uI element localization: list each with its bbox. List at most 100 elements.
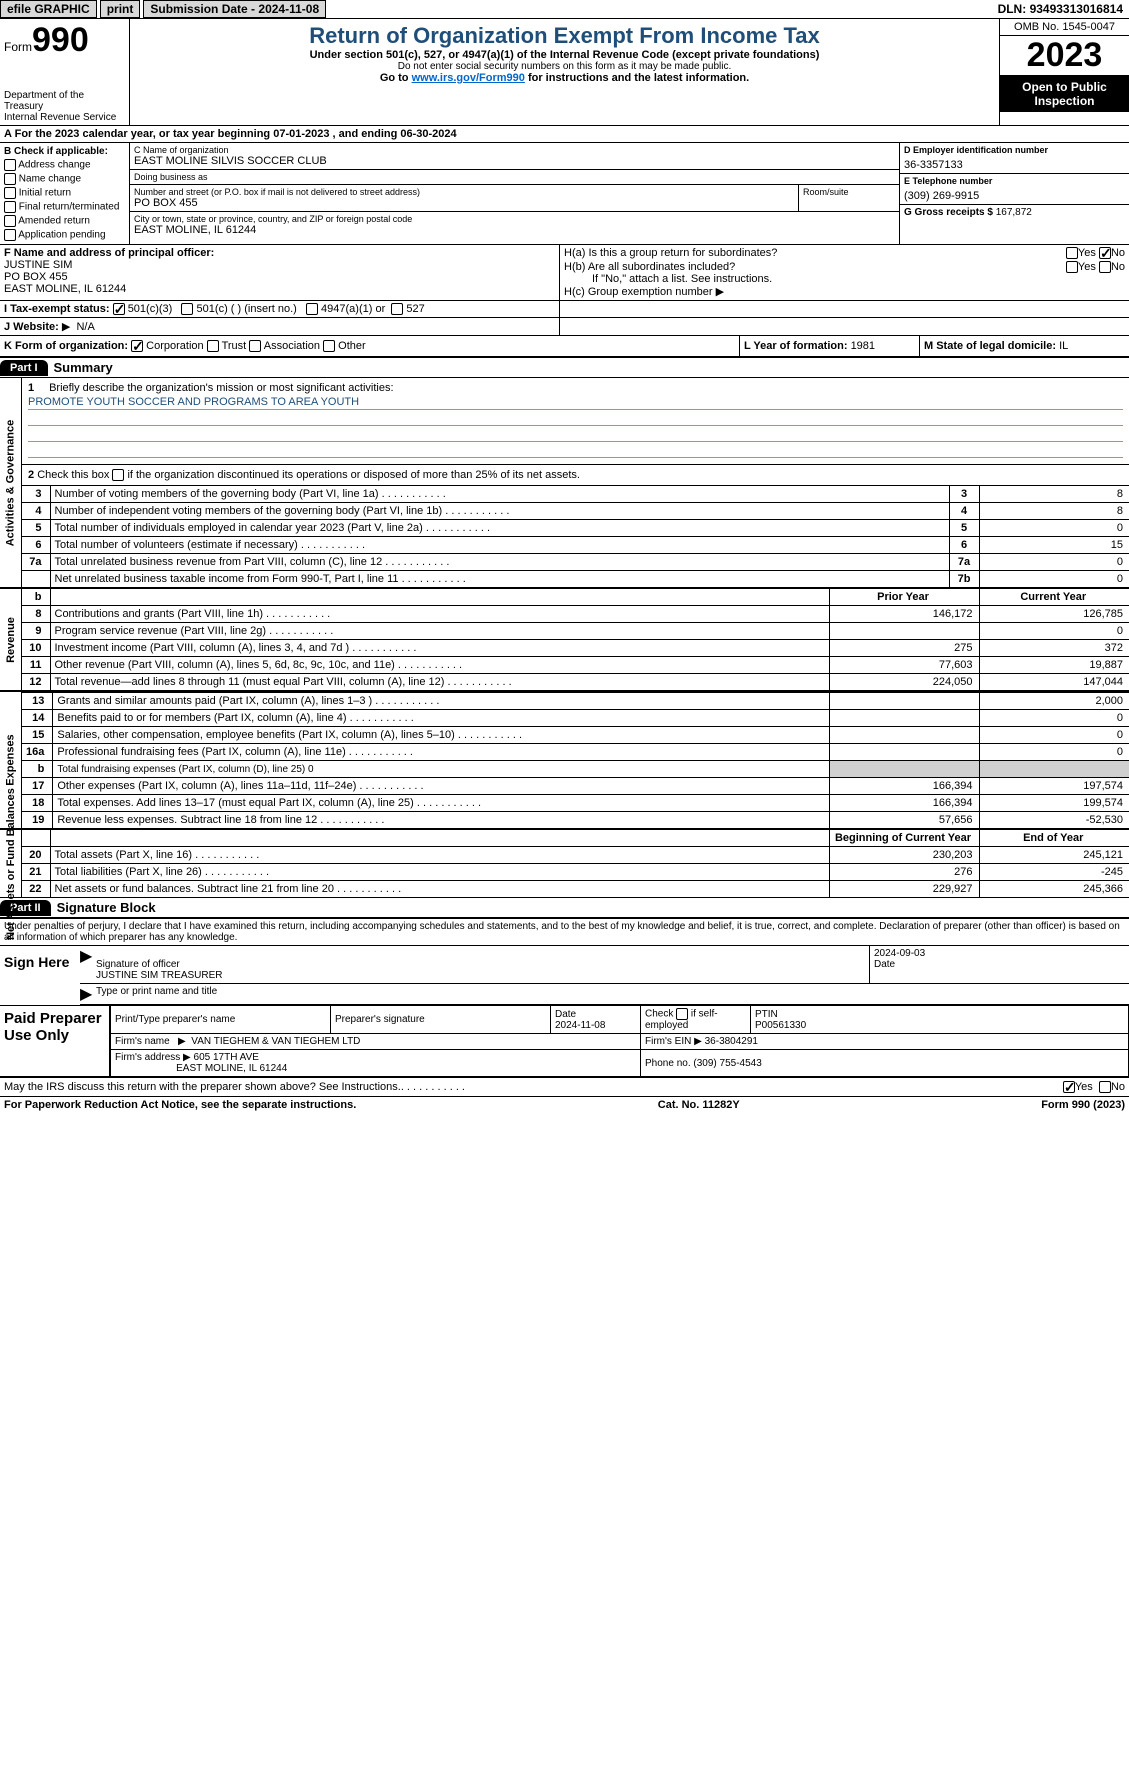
revenue-section: Revenue b Prior Year Current Year 8Contr… <box>0 589 1129 692</box>
chk-501c3[interactable] <box>113 303 125 315</box>
prep-firm-addr: Firm's address ▶ 605 17TH AVE EAST MOLIN… <box>111 1050 641 1077</box>
footer-catno: Cat. No. 11282Y <box>658 1099 740 1111</box>
prep-phone: Phone no. (309) 755-4543 <box>641 1050 1129 1077</box>
sign-here-label: Sign Here <box>0 946 80 1005</box>
expenses-table: 13Grants and similar amounts paid (Part … <box>22 692 1129 828</box>
side-label-gov: Activities & Governance <box>0 378 22 587</box>
col-c: C Name of organization EAST MOLINE SILVI… <box>130 143 899 244</box>
footer-right: Form 990 (2023) <box>1041 1099 1125 1111</box>
discuss-row: May the IRS discuss this return with the… <box>0 1078 1129 1097</box>
efile-badge: efile GRAPHIC <box>0 0 97 18</box>
omb-number: OMB No. 1545-0047 <box>1000 19 1129 36</box>
ha-row: H(a) Is this a group return for subordin… <box>564 247 1125 259</box>
org-name-label: C Name of organization <box>134 145 895 155</box>
form-goto: Go to www.irs.gov/Form990 for instructio… <box>136 72 993 84</box>
city-value: EAST MOLINE, IL 61244 <box>134 224 895 236</box>
officer-street: PO BOX 455 <box>4 271 555 283</box>
phone-label: E Telephone number <box>904 176 1125 186</box>
preparer-block: Paid Preparer Use Only Print/Type prepar… <box>0 1005 1129 1078</box>
sig-date-label: Date <box>874 959 1125 970</box>
chk-corporation[interactable] <box>131 340 143 352</box>
officer-city: EAST MOLINE, IL 61244 <box>4 283 555 295</box>
org-name: EAST MOLINE SILVIS SOCCER CLUB <box>134 155 895 167</box>
sig-officer-label: Signature of officer <box>96 959 865 970</box>
section-a: A For the 2023 calendar year, or tax yea… <box>0 126 1129 143</box>
prep-firm-ein: Firm's EIN ▶ 36-3804291 <box>641 1034 1129 1050</box>
chk-name-change[interactable]: Name change <box>4 173 125 185</box>
footer: For Paperwork Reduction Act Notice, see … <box>0 1097 1129 1113</box>
chk-address-change[interactable]: Address change <box>4 159 125 171</box>
open-inspection: Open to Public Inspection <box>1000 76 1129 112</box>
chk-4947[interactable] <box>306 303 318 315</box>
hb-row: H(b) Are all subordinates included? Yes … <box>564 261 1125 273</box>
print-button[interactable]: print <box>100 0 141 18</box>
year-formation: L Year of formation: 1981 <box>739 336 919 356</box>
sign-block: Sign Here ▶ Signature of officer JUSTINE… <box>0 945 1129 1005</box>
chk-discontinued[interactable] <box>112 469 124 481</box>
mission-text: PROMOTE YOUTH SOCCER AND PROGRAMS TO ARE… <box>28 396 1123 410</box>
prep-sig-label: Preparer's signature <box>331 1006 551 1034</box>
form-note: Do not enter social security numbers on … <box>136 61 993 72</box>
preparer-label: Paid Preparer Use Only <box>0 1006 110 1076</box>
dln-label: DLN: 93493313016814 <box>998 2 1129 16</box>
expenses-section: Expenses 13Grants and similar amounts pa… <box>0 692 1129 830</box>
chk-other[interactable] <box>323 340 335 352</box>
arrow-icon: ▶ <box>80 984 92 1004</box>
ein-label: D Employer identification number <box>904 145 1125 155</box>
gross-receipts: G Gross receipts $ 167,872 <box>904 207 1125 218</box>
netassets-table: Beginning of Current Year End of Year 20… <box>22 830 1129 897</box>
dept-label: Department of the Treasury <box>4 90 125 112</box>
ein-value: 36-3357133 <box>904 159 1125 171</box>
revenue-table: b Prior Year Current Year 8Contributions… <box>22 589 1129 690</box>
chk-527[interactable] <box>391 303 403 315</box>
chk-final-return[interactable]: Final return/terminated <box>4 201 125 213</box>
mission-block: 1 Briefly describe the organization's mi… <box>22 378 1129 465</box>
submission-date-badge: Submission Date - 2024-11-08 <box>143 0 326 18</box>
part1-header: Part I Summary <box>0 358 1129 378</box>
chk-application-pending[interactable]: Application pending <box>4 229 125 241</box>
prep-firm-name: Firm's name ▶ VAN TIEGHEM & VAN TIEGHEM … <box>111 1034 641 1050</box>
street-label: Number and street (or P.O. box if mail i… <box>134 187 794 197</box>
side-label-netassets: Net Assets or Fund Balances <box>0 830 22 897</box>
form-header: Form990 Department of the Treasury Inter… <box>0 18 1129 126</box>
form-subtitle: Under section 501(c), 527, or 4947(a)(1)… <box>136 49 993 61</box>
row-fh: F Name and address of principal officer:… <box>0 245 1129 301</box>
chk-association[interactable] <box>249 340 261 352</box>
netassets-section: Net Assets or Fund Balances Beginning of… <box>0 830 1129 898</box>
header-mid: Return of Organization Exempt From Incom… <box>130 19 999 125</box>
footer-left: For Paperwork Reduction Act Notice, see … <box>4 1099 356 1111</box>
sig-date-value: 2024-09-03 <box>874 948 1125 959</box>
officer-label: F Name and address of principal officer: <box>4 247 555 259</box>
room-label: Room/suite <box>803 187 895 197</box>
check2-row: 2 Check this box if the organization dis… <box>22 465 1129 485</box>
topbar: efile GRAPHIC print Submission Date - 20… <box>0 0 1129 18</box>
officer-name: JUSTINE SIM <box>4 259 555 271</box>
row-j: J Website: ▶ N/A <box>0 318 1129 336</box>
chk-amended-return[interactable]: Amended return <box>4 215 125 227</box>
chk-initial-return[interactable]: Initial return <box>4 187 125 199</box>
form-number: Form990 <box>4 21 125 60</box>
header-right: OMB No. 1545-0047 2023 Open to Public In… <box>999 19 1129 125</box>
row-k: K Form of organization: Corporation Trus… <box>0 336 1129 358</box>
chk-trust[interactable] <box>207 340 219 352</box>
preparer-table: Print/Type preparer's name Preparer's si… <box>110 1006 1129 1076</box>
block-bcd: B Check if applicable: Address change Na… <box>0 143 1129 245</box>
side-label-revenue: Revenue <box>0 589 22 690</box>
chk-501c[interactable] <box>181 303 193 315</box>
chk-discuss-yes[interactable] <box>1063 1081 1075 1093</box>
gov-table: 3Number of voting members of the governi… <box>22 485 1129 587</box>
row-i: I Tax-exempt status: 501(c)(3) 501(c) ( … <box>0 301 1129 318</box>
hc-row: H(c) Group exemption number ▶ <box>564 285 1125 298</box>
col-b: B Check if applicable: Address change Na… <box>0 143 130 244</box>
prep-ptin: PTINP00561330 <box>751 1006 1129 1034</box>
part2-header: Part II Signature Block <box>0 898 1129 918</box>
phone-value: (309) 269-9915 <box>904 190 1125 202</box>
city-label: City or town, state or province, country… <box>134 214 895 224</box>
street-value: PO BOX 455 <box>134 197 794 209</box>
declaration-text: Under penalties of perjury, I declare th… <box>0 918 1129 945</box>
dba-label: Doing business as <box>134 172 895 182</box>
irs-link[interactable]: www.irs.gov/Form990 <box>412 72 525 84</box>
state-domicile: M State of legal domicile: IL <box>919 336 1129 356</box>
chk-discuss-no[interactable] <box>1099 1081 1111 1093</box>
irs-label: Internal Revenue Service <box>4 112 125 123</box>
